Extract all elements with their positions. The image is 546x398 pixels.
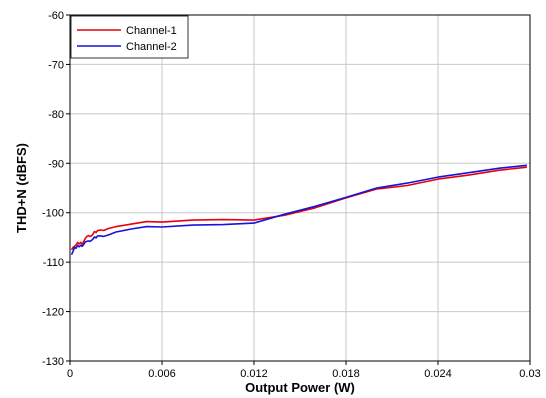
y-axis-ticks: -60 -70 -80 -90 -100 -110 -120 -130: [42, 10, 70, 368]
x-tick-label: 0.006: [148, 368, 176, 380]
x-tick-label: 0: [67, 368, 73, 380]
x-tick-label: 0.012: [240, 368, 268, 380]
x-tick-label: 0.03: [519, 368, 540, 380]
legend: Channel-1 Channel-2: [70, 15, 189, 59]
series-line-channel-2: [70, 164, 527, 256]
y-tick-label: -130: [42, 356, 64, 368]
plot-area: [70, 15, 530, 361]
plot-frame: [69, 14, 531, 362]
y-tick-label: -70: [48, 59, 64, 71]
x-tick-label: 0.018: [332, 368, 360, 380]
grid: [70, 15, 530, 361]
series-lines: [70, 164, 527, 256]
legend-label-channel-2: Channel-2: [126, 41, 177, 53]
y-tick-label: -80: [48, 109, 64, 121]
y-tick-label: -60: [48, 10, 64, 22]
y-axis-title: THD+N (dBFS): [14, 143, 29, 233]
y-tick-label: -120: [42, 307, 64, 319]
x-axis-title: Output Power (W): [245, 380, 355, 395]
y-tick-label: -90: [48, 158, 64, 170]
legend-label-channel-1: Channel-1: [126, 25, 177, 37]
y-tick-label: -110: [43, 257, 64, 269]
x-axis-ticks: 0 0.006 0.012 0.018 0.024 0.03: [67, 361, 541, 380]
y-tick-label: -100: [42, 208, 64, 220]
x-tick-label: 0.024: [424, 368, 452, 380]
legend-box: [70, 15, 189, 59]
